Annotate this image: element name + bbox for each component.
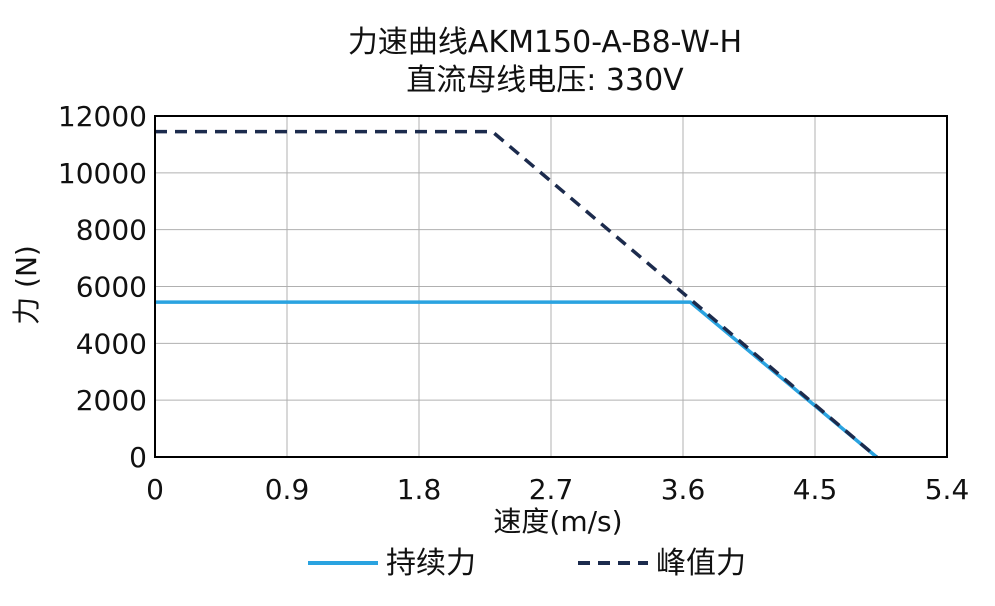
y-tick-label-6: 12000 [58,100,147,133]
x-tick-label-1: 0.9 [265,473,310,506]
y-axis-label: 力 (N) [10,245,43,325]
x-tick-label-6: 5.4 [925,473,970,506]
series-line-peak [155,129,878,459]
x-axis-label: 速度(m/s) [493,505,622,538]
x-tick-label-3: 2.7 [529,473,574,506]
y-tick-label-4: 8000 [76,214,147,247]
y-tick-labels: 0 2000 4000 6000 8000 10000 12000 [58,100,147,474]
x-tick-labels: 0 0.9 1.8 2.7 3.6 4.5 5.4 [146,473,969,506]
chart-title-line1: 力速曲线AKM150-A-B8-W-H [348,25,742,60]
x-tick-label-5: 4.5 [793,473,838,506]
legend: 持续力 峰值力 [308,546,746,581]
x-tick-label-2: 1.8 [397,473,442,506]
chart-title-line2: 直流母线电压: 330V [406,63,684,98]
x-tick-label-4: 3.6 [661,473,706,506]
y-tick-label-2: 4000 [76,327,147,360]
grid-lines [154,115,948,458]
legend-label-peak: 峰值力 [656,546,746,581]
y-tick-label-1: 2000 [76,384,147,417]
series-line-continuous [155,300,878,459]
plot-frame [154,115,948,458]
legend-label-continuous: 持续力 [386,546,476,581]
y-tick-label-3: 6000 [76,271,147,304]
y-tick-label-5: 10000 [58,157,147,190]
x-tick-label-0: 0 [146,473,164,506]
series-layer [155,129,878,459]
y-tick-label-0: 0 [129,441,147,474]
